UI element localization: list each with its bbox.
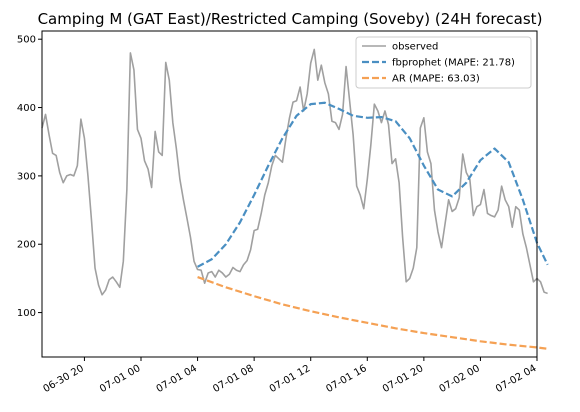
y-tick-label: 400: [17, 103, 36, 114]
x-tick-label: 07-02 00: [437, 363, 481, 395]
x-tick-label: 07-01 00: [98, 363, 142, 395]
legend-box: [355, 36, 532, 89]
plot-frame: [41, 30, 538, 358]
series-line-2: [197, 276, 548, 350]
y-tick-label: 500: [17, 35, 36, 46]
legend-label-0: observed: [392, 42, 438, 53]
chart-title: Camping M (GAT East)/Restricted Camping …: [38, 10, 543, 28]
x-tick-label: 07-01 16: [324, 363, 368, 395]
x-tick-label: 07-01 08: [211, 363, 255, 395]
y-tick-label: 300: [17, 171, 36, 182]
y-tick-label: 200: [17, 240, 36, 251]
legend: observed fbprophet (MAPE: 21.78) AR (MAPE:…: [355, 36, 532, 89]
legend-label-2: AR (MAPE: 63.03): [392, 74, 480, 85]
y-tick-label: 100: [17, 308, 36, 319]
x-tick-label: 07-01 04: [155, 363, 199, 395]
series-line-0: [41, 48, 548, 296]
x-tick-label: 07-01 12: [268, 363, 312, 395]
x-tick-label: 07-02 04: [494, 363, 538, 395]
x-tick-label: 06-30 20: [41, 363, 85, 395]
legend-label-1: fbprophet (MAPE: 21.78): [392, 58, 515, 69]
x-axis: 06-30 20 07-01 00 07-01 04 07-01 08 07-01 12…: [41, 357, 539, 395]
y-axis: 100 200 300 400 500: [17, 35, 42, 319]
series-layer: [41, 48, 549, 350]
x-tick-label: 07-01 20: [381, 363, 425, 395]
